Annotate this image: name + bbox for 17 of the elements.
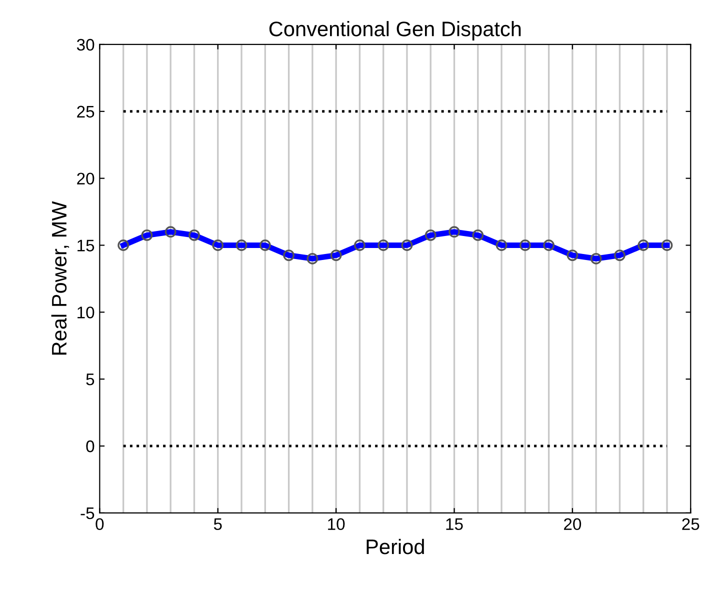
y-tick-label: -5 <box>80 508 94 520</box>
x-tick-label: 0 <box>96 518 104 530</box>
x-tick-label: 20 <box>564 518 582 530</box>
y-tick-label: 0 <box>86 440 94 452</box>
y-axis-title: Real Power, MW <box>51 201 70 355</box>
y-tick-label: 25 <box>77 106 94 118</box>
y-tick-label: 5 <box>86 374 94 386</box>
x-axis-title: Period <box>366 538 424 554</box>
x-tick-label: 10 <box>328 518 345 530</box>
y-tick-label: 20 <box>77 172 94 185</box>
x-tick-label: 5 <box>214 518 222 530</box>
x-tick-label: 15 <box>446 518 463 530</box>
y-tick-label: 10 <box>78 306 94 318</box>
y-tick-label: 15 <box>78 240 94 252</box>
x-tick-label: 25 <box>682 518 700 530</box>
chart-title: Conventional Gen Dispatch <box>269 21 521 40</box>
y-tick-label: 30 <box>76 38 94 51</box>
